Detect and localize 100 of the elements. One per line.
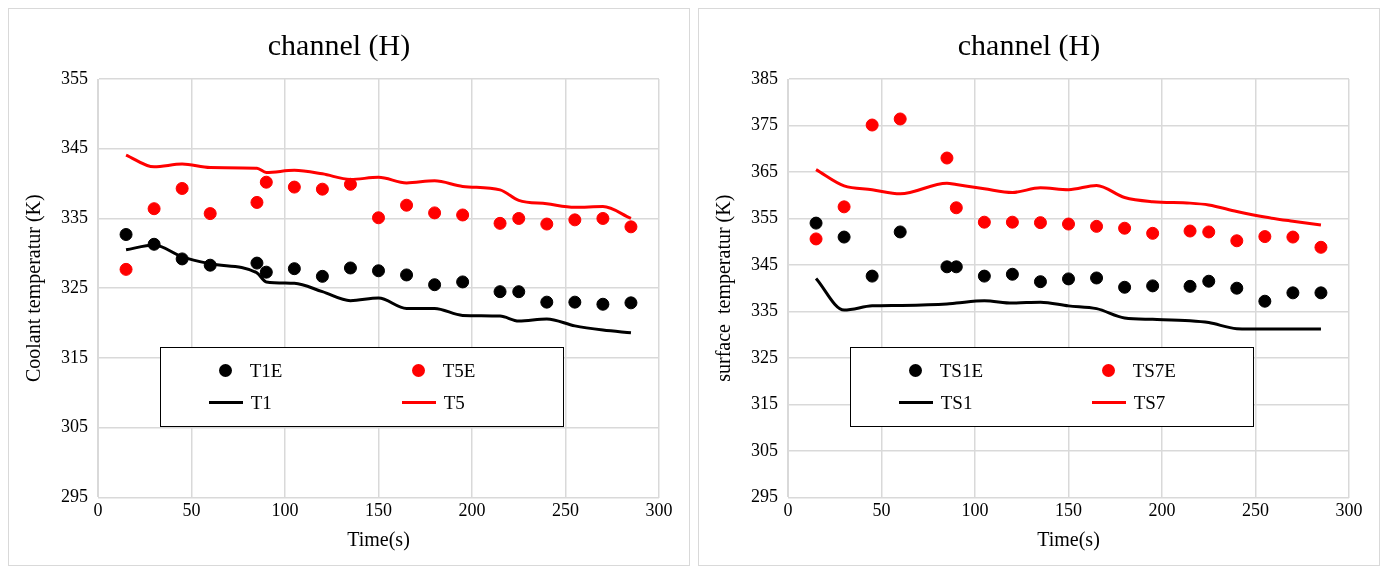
point <box>1258 230 1272 244</box>
legend-label: TS7E <box>1132 359 1176 382</box>
point <box>1005 267 1019 281</box>
y-tick-label: 335 <box>61 207 88 228</box>
legend-label: T1 <box>250 391 272 414</box>
point <box>315 269 329 283</box>
x-tick-label: 150 <box>1055 499 1082 520</box>
x-tick-label: 250 <box>1242 499 1269 520</box>
x-tick-label: 300 <box>645 499 673 520</box>
point <box>175 252 189 266</box>
point <box>1146 226 1160 240</box>
point <box>493 285 507 299</box>
legend-label: TS7 <box>1133 391 1166 414</box>
point <box>428 278 442 292</box>
x-tick-label: 100 <box>271 499 299 520</box>
point <box>250 195 264 209</box>
point <box>400 268 414 282</box>
x-tick-label: 300 <box>1335 499 1363 520</box>
chart-title: channel (H) <box>957 27 1101 62</box>
point <box>119 228 133 242</box>
point <box>1183 279 1197 293</box>
y-tick-label: 315 <box>61 346 88 367</box>
point <box>1202 274 1216 288</box>
x-tick-label: 50 <box>872 499 891 520</box>
point <box>1314 240 1328 254</box>
point <box>1090 271 1104 285</box>
point <box>568 213 582 227</box>
y-tick-label: 325 <box>751 346 778 367</box>
point <box>175 181 189 195</box>
legend-label: TS1E <box>939 359 983 382</box>
point <box>1230 281 1244 295</box>
point <box>1033 216 1047 230</box>
line-series <box>814 168 1323 227</box>
y-tick-label: 365 <box>751 160 778 181</box>
point <box>512 211 526 225</box>
point <box>977 215 991 229</box>
point <box>343 177 357 191</box>
x-tick-label: 150 <box>365 499 392 520</box>
point <box>809 232 823 246</box>
point <box>147 202 161 216</box>
point <box>893 112 907 126</box>
point <box>203 258 217 272</box>
point <box>568 295 582 309</box>
point <box>949 201 963 215</box>
point <box>1118 221 1132 235</box>
point <box>1005 215 1019 229</box>
point <box>1230 234 1244 248</box>
point <box>624 296 638 310</box>
point <box>940 151 954 165</box>
point <box>372 211 385 225</box>
legend-label: T1E <box>249 359 283 382</box>
point <box>1062 217 1075 231</box>
point <box>1062 272 1075 286</box>
y-tick-label: 345 <box>61 137 88 158</box>
point <box>400 198 414 212</box>
y-tick-label: 295 <box>751 486 778 507</box>
x-tick-label: 0 <box>783 499 793 520</box>
point <box>1033 275 1047 289</box>
y-axis-title: surface temperatur (K) <box>712 194 736 382</box>
x-tick-label: 0 <box>93 499 103 520</box>
point <box>372 264 385 278</box>
point <box>456 208 470 222</box>
y-tick-label: 385 <box>751 67 778 88</box>
x-tick-label: 250 <box>552 499 579 520</box>
chart-title: channel (H) <box>267 27 411 62</box>
point <box>203 207 217 221</box>
y-tick-label: 305 <box>61 416 88 437</box>
point <box>1118 280 1132 294</box>
point <box>893 225 907 239</box>
point <box>512 285 526 299</box>
point <box>259 175 273 189</box>
y-tick-label: 305 <box>751 439 778 460</box>
y-tick-label: 295 <box>61 486 88 507</box>
point <box>837 200 851 214</box>
point <box>315 182 329 196</box>
x-tick-label: 50 <box>182 499 201 520</box>
legend-label: T5 <box>443 391 465 414</box>
point <box>456 275 470 289</box>
point <box>259 265 273 279</box>
y-tick-label: 325 <box>61 276 88 297</box>
y-axis-title: Coolant temperatur (K) <box>22 194 46 383</box>
point <box>865 118 879 132</box>
x-axis-title: Time(s) <box>347 528 410 552</box>
x-tick-label: 200 <box>458 499 486 520</box>
point <box>250 256 264 270</box>
point <box>865 269 879 283</box>
y-tick-label: 355 <box>751 207 778 228</box>
point <box>287 262 301 276</box>
point <box>1146 279 1160 293</box>
y-tick-label: 355 <box>61 67 88 88</box>
y-tick-label: 315 <box>751 393 778 414</box>
point <box>949 260 963 274</box>
y-tick-label: 375 <box>751 114 778 135</box>
legend-label: T5E <box>442 359 476 382</box>
point <box>428 206 442 220</box>
x-tick-label: 200 <box>1148 499 1176 520</box>
y-tick-label: 345 <box>751 253 778 274</box>
point <box>837 230 851 244</box>
point <box>1314 286 1328 300</box>
point <box>1286 230 1300 244</box>
